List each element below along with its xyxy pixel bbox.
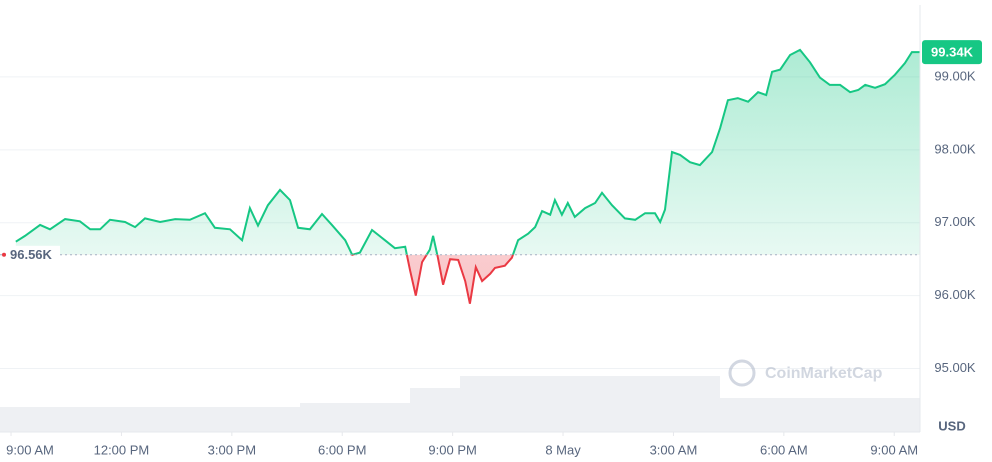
price-line	[15, 48, 920, 255]
x-tick-label: 9:00 AM	[6, 442, 54, 457]
reference-bg	[6, 245, 60, 264]
volume-bars	[0, 376, 920, 432]
x-tick-label: 3:00 PM	[208, 442, 256, 457]
last-price-badge	[922, 40, 982, 65]
currency-label: USD	[938, 418, 965, 433]
watermark: CoinMarketCap	[728, 359, 883, 387]
x-tick-label: 6:00 AM	[760, 442, 808, 457]
area-up	[15, 49, 920, 255]
x-tick-label: 9:00 AM	[870, 442, 918, 457]
y-tick-label: 98.00K	[934, 141, 976, 156]
watermark-text: CoinMarketCap	[765, 365, 883, 382]
last-price-label: 99.34K	[931, 45, 974, 60]
y-tick-label: 95.00K	[934, 360, 976, 375]
y-tick-label: 96.00K	[934, 287, 976, 302]
x-tick-label: 6:00 PM	[318, 442, 366, 457]
y-tick-label: 97.00K	[934, 214, 976, 229]
reference-dot	[2, 252, 6, 257]
plot	[0, 48, 920, 304]
area-down	[406, 254, 513, 304]
x-tick-label: 3:00 AM	[650, 442, 698, 457]
x-tick-label: 12:00 PM	[94, 442, 150, 457]
y-tick-label: 99.00K	[934, 68, 976, 83]
reference-label: 96.56K	[10, 247, 53, 262]
x-tick-label: 9:00 PM	[428, 442, 476, 457]
x-tick-label: 8 May	[545, 442, 581, 457]
price-line-down	[351, 254, 514, 304]
